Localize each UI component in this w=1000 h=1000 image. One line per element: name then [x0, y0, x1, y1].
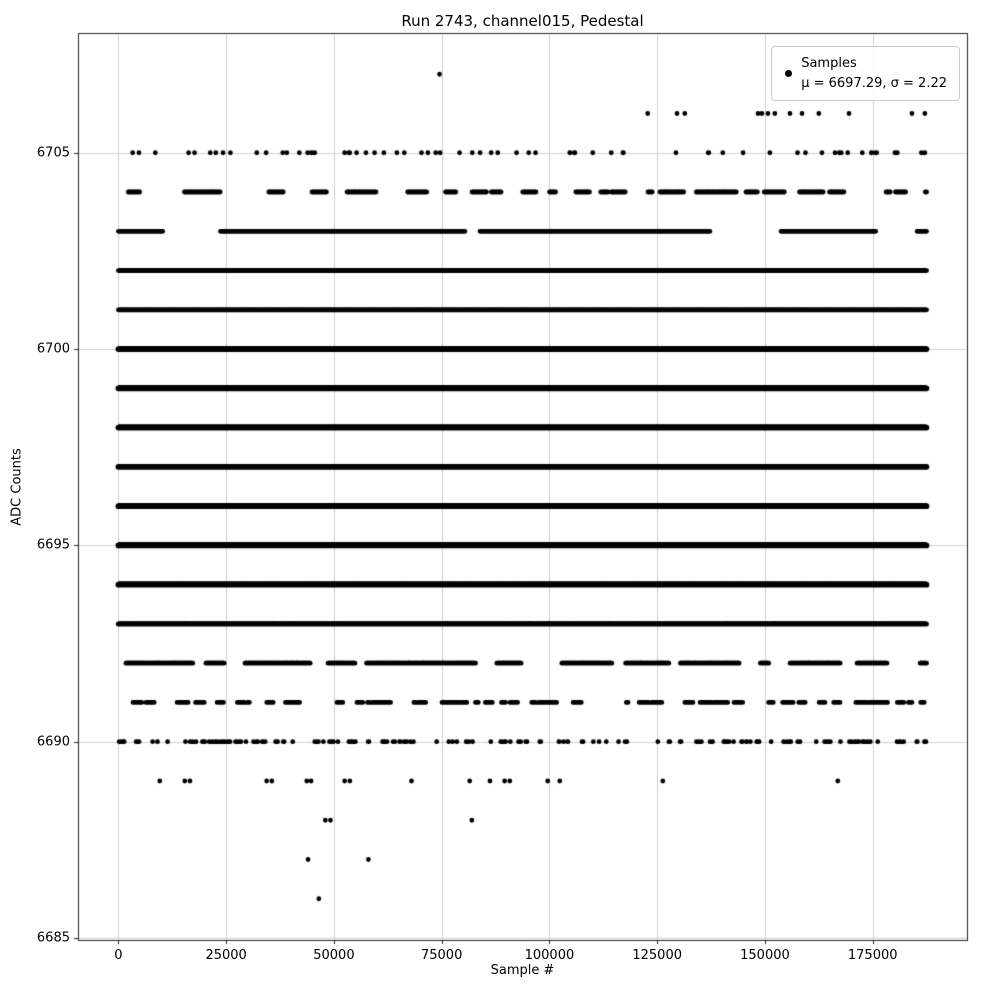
x-tick-label: 25000 [205, 948, 247, 963]
y-axis-label: ADC Counts [9, 448, 25, 526]
x-tick-label: 100000 [524, 948, 575, 963]
y-tick-label: 6685 [36, 930, 70, 946]
y-tick-label: 6695 [36, 537, 70, 553]
x-tick-label: 0 [114, 948, 123, 963]
legend-entry-samples: Samples μ = 6697.29, σ = 2.22 [780, 54, 947, 93]
y-tick-label: 6705 [36, 145, 70, 161]
chart-title: Run 2743, channel015, Pedestal [401, 12, 644, 30]
y-tick-label: 6690 [36, 734, 70, 750]
y-tick-label: 6700 [36, 341, 70, 357]
x-axis-label: Sample # [490, 963, 555, 978]
legend-label: Samples [801, 56, 857, 71]
x-tick-label: 75000 [420, 948, 463, 963]
legend-stats: μ = 6697.29, σ = 2.22 [801, 75, 947, 91]
x-tick-label: 175000 [847, 948, 898, 963]
x-tick-label: 50000 [313, 948, 355, 963]
x-tick-label: 125000 [632, 948, 683, 963]
x-tick-label: 150000 [740, 948, 790, 963]
samples-marker-icon [785, 70, 793, 77]
legend: Samples μ = 6697.29, σ = 2.22 [771, 46, 960, 101]
